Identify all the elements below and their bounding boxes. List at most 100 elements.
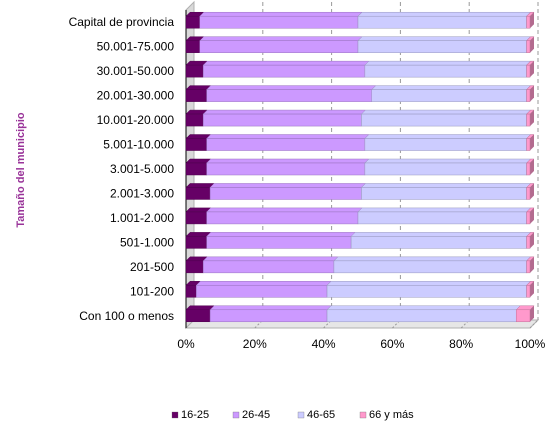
category-label: Con 100 o menos [79, 309, 174, 323]
legend-label: 16-25 [181, 409, 209, 421]
bar-segment-side [530, 207, 534, 224]
category-labels: Capital de provincia 50.001-75.000 30.001-… [69, 15, 175, 323]
bar-segment [526, 138, 531, 151]
bar-segment [185, 64, 204, 78]
bar-segment [526, 89, 531, 102]
legend-label: 26-45 [242, 409, 270, 421]
bar-segment-side [530, 281, 534, 298]
bar-segment [185, 15, 201, 29]
bar-segment [206, 138, 366, 151]
bar-segment [185, 113, 204, 127]
bar-segment [361, 113, 527, 127]
bar-segment-top [357, 207, 532, 213]
bar-segment-side [530, 12, 534, 29]
bar-segment-top [357, 36, 532, 41]
bar-segment-top [326, 305, 521, 311]
bar-segment [350, 236, 527, 249]
category-label: Capital de provincia [69, 15, 175, 29]
bar-segment-top [202, 109, 367, 115]
bar-segment [209, 309, 328, 323]
bar-segment [357, 15, 527, 29]
bar-segment [206, 162, 366, 176]
bar-segment-top [364, 158, 532, 164]
bar-segment-side [530, 232, 534, 249]
bar-segment-side [530, 159, 534, 175]
bar-segment [357, 211, 527, 225]
bar-segment-top [206, 134, 370, 139]
bar-segment-top [350, 232, 532, 237]
x-tick-label: 60% [380, 337, 404, 351]
bar-segment-top [199, 36, 363, 41]
bar-segment [185, 162, 207, 176]
legend-swatch [171, 411, 179, 419]
bar-segment [326, 285, 527, 298]
bar-segment-top [206, 232, 356, 237]
category-label: 5.001-10.000 [103, 138, 174, 152]
category-label: 101-200 [130, 284, 174, 298]
bar-segment [185, 89, 207, 102]
category-label: 30.001-50.000 [97, 64, 175, 78]
bar-segment [206, 236, 352, 249]
category-label: 20.001-30.000 [97, 89, 175, 103]
bar-segment-top [206, 207, 363, 213]
bar-segment-top [185, 305, 215, 311]
bar-segment-side [530, 134, 534, 151]
bar-segment [333, 260, 527, 274]
bar-segment [526, 162, 531, 176]
bar-segment-side [530, 85, 534, 102]
bar-segment [206, 89, 373, 102]
bar-segment [364, 162, 527, 176]
bar-segment [526, 260, 531, 274]
bar-segment [185, 309, 211, 323]
bar-segment [185, 236, 207, 249]
bar-segment-top [185, 183, 215, 188]
bar-segment [185, 285, 197, 298]
bar-segment [361, 187, 527, 200]
bar-segment [526, 40, 531, 53]
x-tick-label: 0% [177, 337, 195, 351]
bar-segment-top [360, 183, 532, 188]
bar-segment-top [371, 85, 532, 90]
bar-segment-side [530, 110, 534, 127]
bar-segment-top [202, 256, 339, 262]
bar-segment [357, 40, 527, 53]
bar-segment-side [530, 305, 534, 322]
bar-segment-top [364, 134, 532, 139]
category-label: 1.001-2.000 [110, 211, 174, 225]
bar-segment-top [206, 85, 377, 90]
bar-segment [202, 64, 366, 78]
bar-segment [185, 187, 211, 200]
bar-segment [526, 187, 531, 200]
bar-segment [206, 211, 359, 225]
bar-segment-top [209, 305, 332, 311]
bar-segment [526, 113, 531, 127]
bar-segment-top [326, 281, 532, 286]
category-label: 10.001-20.000 [97, 113, 175, 127]
legend-swatch [359, 411, 367, 419]
category-label: 2.001-3.000 [110, 186, 174, 200]
bar-segment [371, 89, 527, 102]
bar-segment [526, 15, 531, 29]
bar-segment-side [530, 256, 534, 273]
bar-segment [202, 260, 335, 274]
bar-segment [196, 285, 328, 298]
bar-segment-top [195, 281, 332, 286]
bar-segment-side [530, 61, 534, 78]
bar-segment [185, 138, 207, 151]
bar-segment [526, 236, 531, 249]
legend: 16-25 26-45 46-65 66 y más [171, 409, 414, 421]
bar-segment [185, 260, 204, 274]
bars [185, 11, 535, 323]
bar-segment [185, 40, 201, 53]
bar-segment [209, 187, 362, 200]
legend-label: 46-65 [307, 409, 335, 421]
bar-segment-side [530, 183, 534, 200]
category-label: 501-1.000 [120, 235, 174, 249]
bar-segment-top [202, 60, 370, 66]
category-label: 50.001-75.000 [97, 40, 175, 54]
bar-segment [199, 40, 359, 53]
bar-segment [526, 64, 531, 78]
bar-segment-top [206, 158, 370, 164]
bar-segment [199, 15, 359, 29]
